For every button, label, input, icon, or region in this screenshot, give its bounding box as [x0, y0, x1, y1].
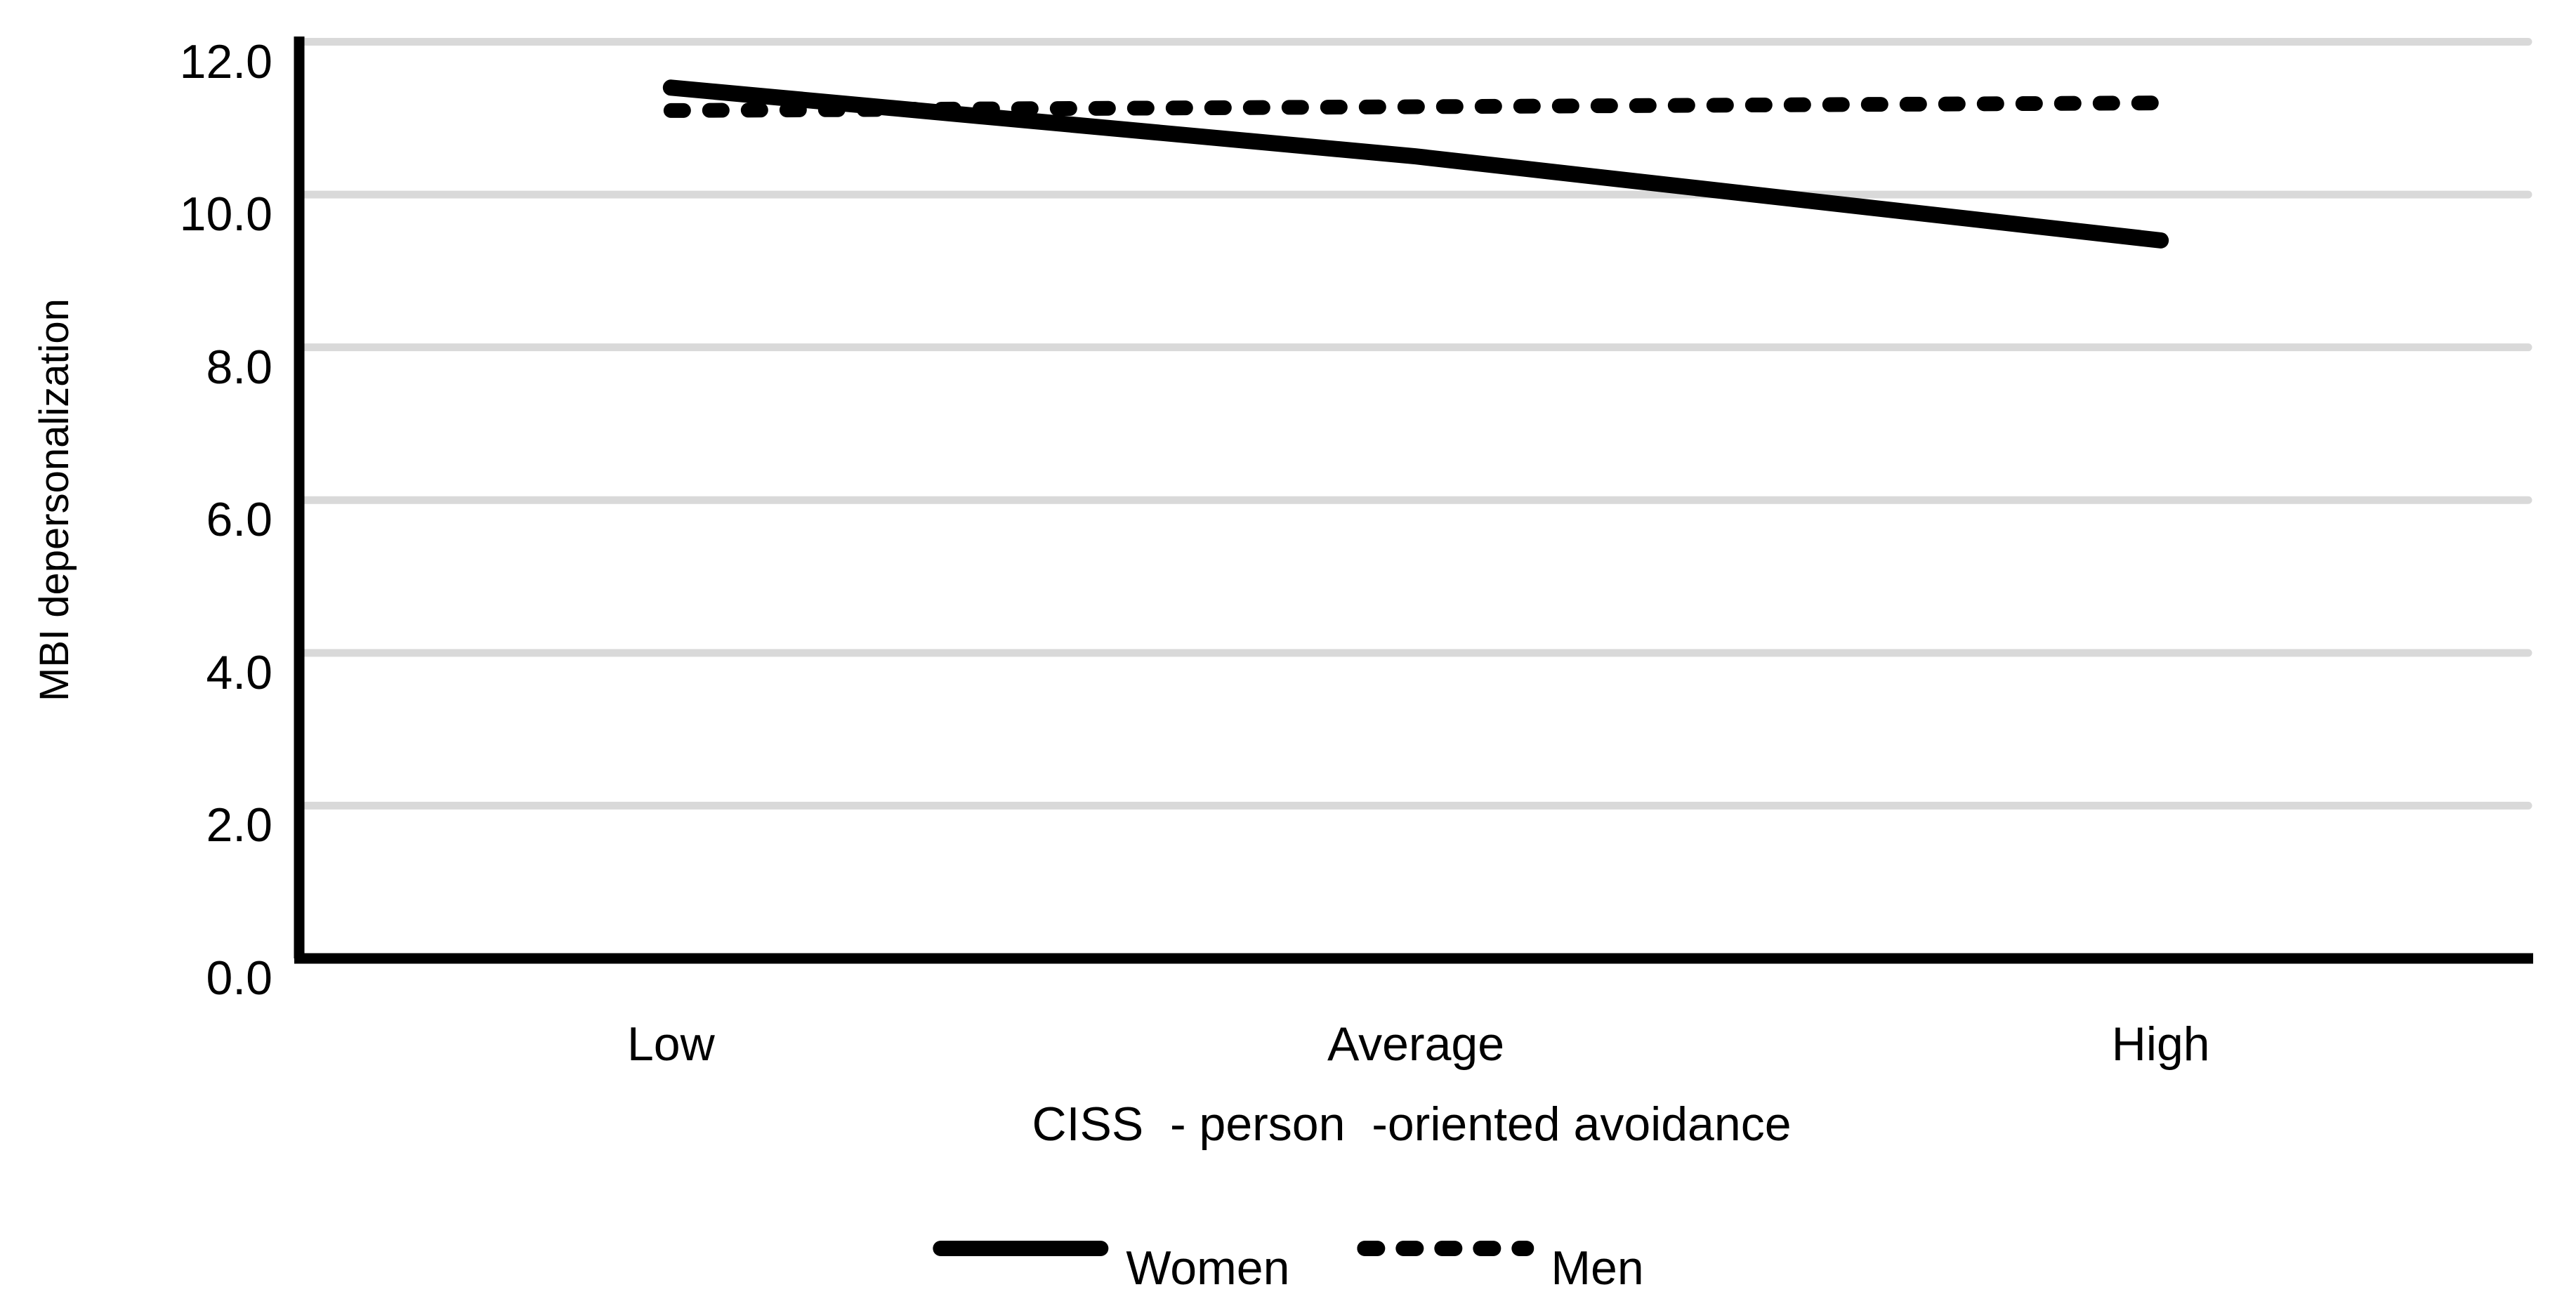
legend-item-men: Men	[1357, 1225, 1644, 1292]
x-category-label: Average	[1327, 1017, 1505, 1071]
y-tick-label: 10.0	[179, 187, 272, 242]
y-tick-label: 6.0	[206, 493, 272, 547]
legend-item-women: Women	[932, 1225, 1289, 1292]
y-tick-label: 12.0	[179, 34, 272, 88]
gridlines	[300, 38, 2532, 810]
y-tick-label: 4.0	[206, 645, 272, 699]
legend-label-men: Men	[1551, 1241, 1644, 1295]
series-lines	[662, 79, 2169, 249]
women-solid-line-swatch	[933, 1241, 1109, 1256]
y-tick-label: 8.0	[206, 340, 272, 394]
y-tick-label: 0.0	[206, 951, 272, 1005]
men-series-line	[663, 95, 2169, 118]
x-axis-title: CISS - person -oriented avoidance	[1032, 1097, 1792, 1151]
y-axis-title: MBI depersonalization	[32, 298, 77, 701]
men-dashed-line-swatch	[1357, 1241, 1535, 1256]
y-tick-label: 2.0	[206, 798, 272, 852]
x-category-label: Low	[626, 1017, 715, 1071]
x-category-label: High	[2111, 1017, 2210, 1071]
legend: Women Men	[932, 1225, 1644, 1292]
legend-label-women: Women	[1126, 1241, 1290, 1295]
